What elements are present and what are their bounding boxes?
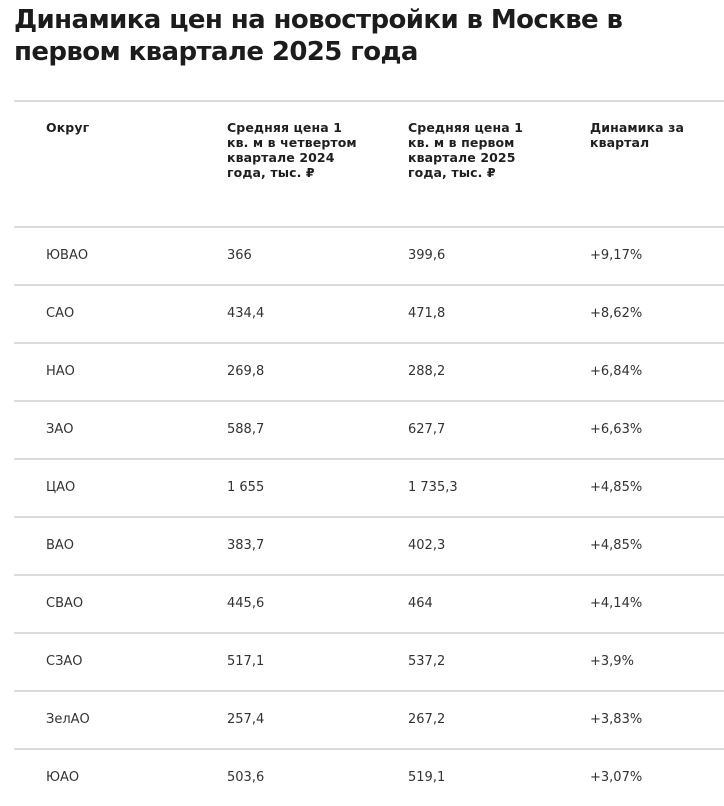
- table-row: ЗАО 588,7 627,7 +6,63%: [14, 400, 724, 458]
- change-cell: +8,62%: [590, 306, 643, 321]
- price-q1-2025-cell: 1 735,3: [408, 480, 458, 495]
- change-cell: +6,63%: [590, 422, 643, 437]
- change-cell: +4,85%: [590, 480, 643, 495]
- price-q1-2025-cell: 471,8: [408, 306, 446, 321]
- table-row: ЮВАО 366 399,6 +9,17%: [14, 226, 724, 284]
- district-cell: СЗАО: [46, 654, 83, 669]
- district-cell: ЦАО: [46, 480, 76, 495]
- price-q4-2024-cell: 383,7: [227, 538, 265, 553]
- header-price-q1-2025: Средняя цена 1 кв. м в первом квартале 2…: [408, 120, 523, 180]
- table-row: ЦАО 1 655 1 735,3 +4,85%: [14, 458, 724, 516]
- price-q1-2025-cell: 519,1: [408, 770, 446, 785]
- price-q4-2024-cell: 588,7: [227, 422, 265, 437]
- district-cell: САО: [46, 306, 75, 321]
- price-q1-2025-cell: 267,2: [408, 712, 446, 727]
- header-price-q4-2024: Средняя цена 1 кв. м в четвертом квартал…: [227, 120, 357, 180]
- table-row: САО 434,4 471,8 +8,62%: [14, 284, 724, 342]
- change-cell: +4,85%: [590, 538, 643, 553]
- price-q1-2025-cell: 402,3: [408, 538, 446, 553]
- change-cell: +3,83%: [590, 712, 643, 727]
- table-row: ЗелАО 257,4 267,2 +3,83%: [14, 690, 724, 748]
- table-row: ЮАО 503,6 519,1 +3,07%: [14, 748, 724, 806]
- change-cell: +6,84%: [590, 364, 643, 379]
- price-q4-2024-cell: 517,1: [227, 654, 265, 669]
- page-title: Динамика цен на новостройки в Москве в п…: [14, 5, 623, 67]
- district-cell: ЮВАО: [46, 248, 89, 263]
- table-row: ВАО 383,7 402,3 +4,85%: [14, 516, 724, 574]
- price-q1-2025-cell: 627,7: [408, 422, 446, 437]
- price-q1-2025-cell: 464: [408, 596, 433, 611]
- table-row: СВАО 445,6 464 +4,14%: [14, 574, 724, 632]
- price-q4-2024-cell: 503,6: [227, 770, 265, 785]
- district-cell: ЮАО: [46, 770, 80, 785]
- price-q4-2024-cell: 1 655: [227, 480, 265, 495]
- price-q4-2024-cell: 434,4: [227, 306, 265, 321]
- price-dynamics-table: Округ Средняя цена 1 кв. м в четвертом к…: [14, 100, 724, 806]
- price-q4-2024-cell: 257,4: [227, 712, 265, 727]
- district-cell: СВАО: [46, 596, 84, 611]
- table-row: НАО 269,8 288,2 +6,84%: [14, 342, 724, 400]
- district-cell: ЗелАО: [46, 712, 90, 727]
- price-q4-2024-cell: 366: [227, 248, 252, 263]
- table-header-row: Округ Средняя цена 1 кв. м в четвертом к…: [14, 100, 724, 226]
- district-cell: ВАО: [46, 538, 75, 553]
- change-cell: +9,17%: [590, 248, 643, 263]
- table-row: СЗАО 517,1 537,2 +3,9%: [14, 632, 724, 690]
- district-cell: ЗАО: [46, 422, 74, 437]
- price-q1-2025-cell: 399,6: [408, 248, 446, 263]
- price-q4-2024-cell: 269,8: [227, 364, 265, 379]
- header-quarter-change: Динамика за квартал: [590, 120, 685, 150]
- change-cell: +3,07%: [590, 770, 643, 785]
- price-q1-2025-cell: 288,2: [408, 364, 446, 379]
- price-q4-2024-cell: 445,6: [227, 596, 265, 611]
- change-cell: +4,14%: [590, 596, 643, 611]
- district-cell: НАО: [46, 364, 75, 379]
- change-cell: +3,9%: [590, 654, 634, 669]
- header-district: Округ: [46, 120, 90, 135]
- price-q1-2025-cell: 537,2: [408, 654, 446, 669]
